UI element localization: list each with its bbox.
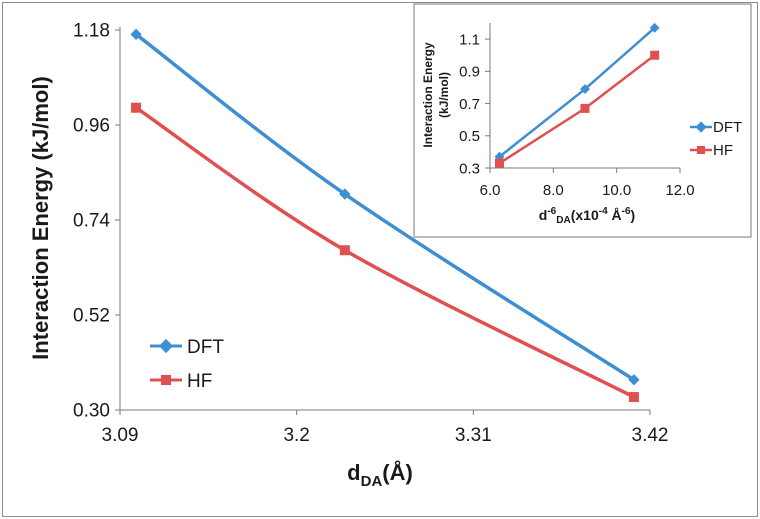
inset-legend-label-dft: DFT xyxy=(713,119,742,136)
inset-point-dft xyxy=(649,22,660,33)
inset-legend-label-hf: HF xyxy=(713,142,733,159)
legend-label-hf: HF xyxy=(187,371,212,392)
main-x-tick-label: 3.42 xyxy=(632,425,669,446)
main-y-tick-label: 0.96 xyxy=(73,116,110,137)
inset-y-tick-label: 0.5 xyxy=(459,128,480,145)
inset-y-tick-label: 1.1 xyxy=(459,31,480,48)
main-point-hf xyxy=(628,392,639,403)
main-y-tick-label: 0.74 xyxy=(73,211,110,232)
main-x-tick-label: 3.09 xyxy=(102,425,139,446)
legend-marker-dft xyxy=(158,338,174,354)
main-y-axis-label: Interaction Energy (kJ/mol) xyxy=(28,76,53,360)
legend-marker-hf xyxy=(161,375,171,385)
inset-x-tick-label: 6.0 xyxy=(480,182,501,199)
inset-chart: 0.3 0.5 0.7 0.9 1.1 6.0 8.0 10.0 12.0 Interacti… xyxy=(413,3,752,238)
main-point-hf xyxy=(131,102,142,113)
main-legend: DFT HF xyxy=(150,337,224,392)
main-x-tick-label: 3.31 xyxy=(455,425,492,446)
main-series-line-hf xyxy=(135,106,635,399)
main-point-hf xyxy=(339,245,350,256)
inset-point-dft xyxy=(580,84,590,95)
inset-x-tick-label: 10.0 xyxy=(602,182,631,199)
inset-frame xyxy=(413,3,752,238)
main-y-tick-label: 0.52 xyxy=(73,306,110,327)
legend-label-dft: DFT xyxy=(187,337,224,358)
inset-y-tick-label: 0.3 xyxy=(459,160,480,177)
main-y-tick-label: 0.30 xyxy=(73,401,110,422)
main-point-dft xyxy=(628,374,640,386)
main-y-tick-label: 1.18 xyxy=(73,21,110,42)
inset-x-tick-label: 12.0 xyxy=(665,182,694,199)
inset-legend: DFT HF xyxy=(690,119,742,159)
inset-point-hf xyxy=(650,50,660,60)
main-x-tick-label: 3.2 xyxy=(283,425,309,446)
inset-y-tick-label: 0.9 xyxy=(459,64,480,81)
inset-y-tick-label: 0.7 xyxy=(459,96,480,113)
inset-point-hf xyxy=(495,158,504,168)
inset-y-axis-label: Interaction Energy xyxy=(421,42,435,148)
inset-legend-marker-hf xyxy=(697,146,705,154)
inset-point-hf xyxy=(580,103,590,113)
inset-y-axis-label-units: (kJ/mol) xyxy=(437,72,451,118)
main-x-axis-label: dDA(Å) xyxy=(347,459,413,490)
inset-x-tick-label: 8.0 xyxy=(543,182,564,199)
main-chart: 0.30 0.52 0.74 0.96 1.18 3.09 3.2 3.31 3.42 Int… xyxy=(28,21,668,490)
main-point-dft xyxy=(339,188,351,200)
inset-x-axis-label: d-6DA(x10-4 Å-6) xyxy=(539,206,635,226)
